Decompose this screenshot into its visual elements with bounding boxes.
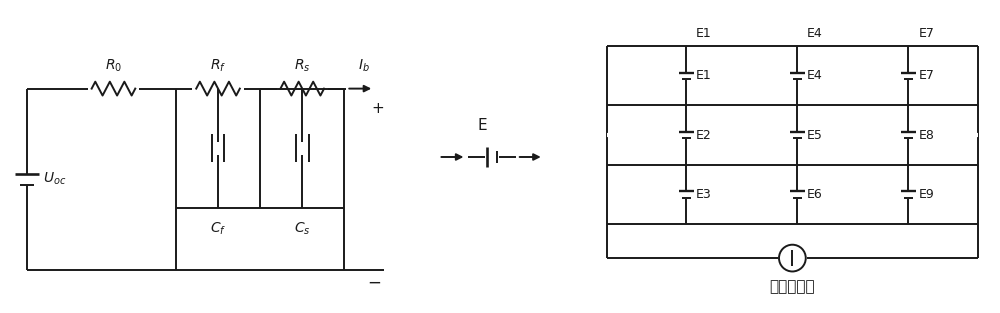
- Text: $I_b$: $I_b$: [358, 57, 370, 74]
- Text: E4: E4: [807, 69, 823, 82]
- Text: +: +: [372, 101, 384, 116]
- Text: $R_f$: $R_f$: [210, 57, 226, 74]
- Text: −: −: [367, 274, 381, 292]
- Text: E7: E7: [918, 69, 934, 82]
- Text: $R_0$: $R_0$: [105, 57, 122, 74]
- Text: E1: E1: [696, 27, 712, 40]
- Text: E: E: [477, 118, 487, 133]
- Text: E4: E4: [807, 27, 823, 40]
- Text: $U_{oc}$: $U_{oc}$: [43, 171, 66, 187]
- Text: E7: E7: [918, 27, 934, 40]
- Text: $C_s$: $C_s$: [294, 220, 311, 237]
- Text: E2: E2: [696, 129, 712, 142]
- Text: E6: E6: [807, 188, 823, 201]
- Text: E8: E8: [918, 129, 934, 142]
- Text: $C_f$: $C_f$: [210, 220, 226, 237]
- Text: E5: E5: [807, 129, 823, 142]
- Text: E9: E9: [918, 188, 934, 201]
- Text: E1: E1: [696, 69, 712, 82]
- Text: E3: E3: [696, 188, 712, 201]
- Text: $R_s$: $R_s$: [294, 57, 311, 74]
- Text: 受控电流源: 受控电流源: [770, 280, 815, 295]
